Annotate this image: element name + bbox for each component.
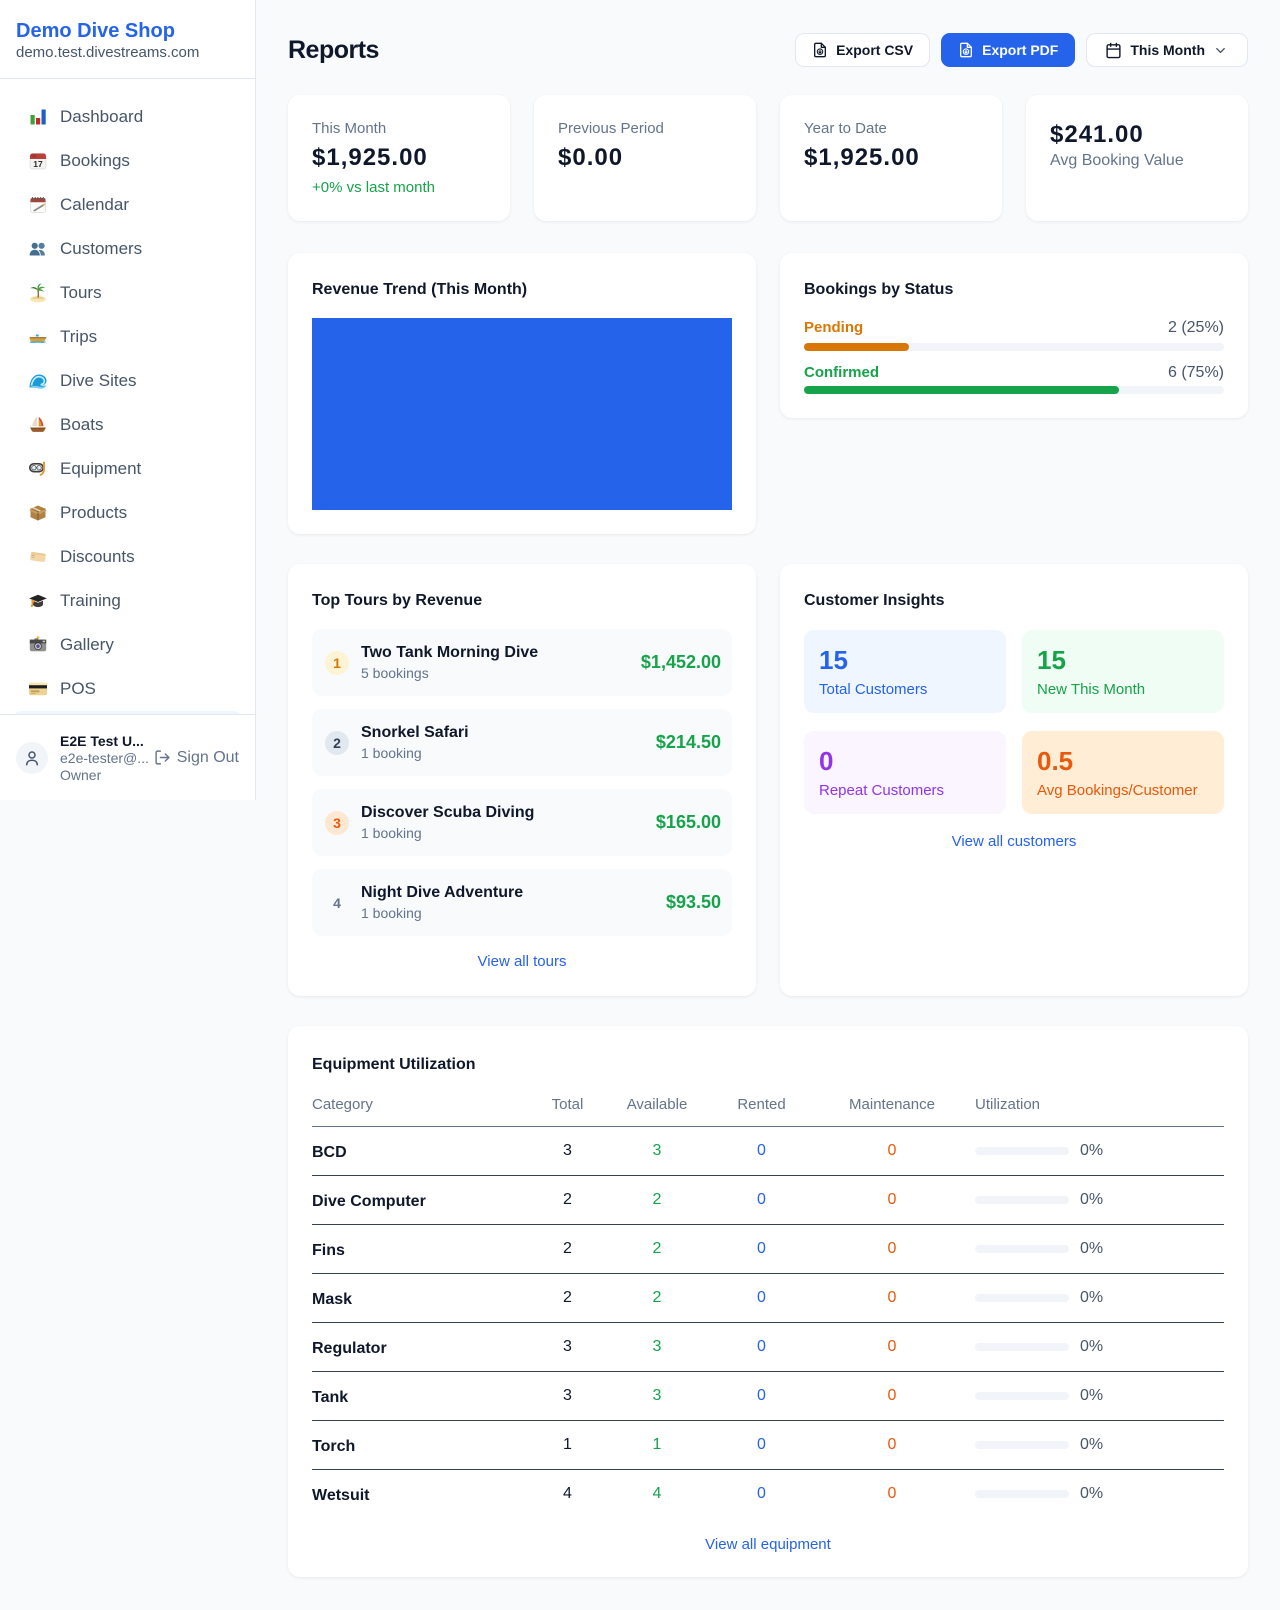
svg-text:17: 17 (33, 159, 43, 169)
